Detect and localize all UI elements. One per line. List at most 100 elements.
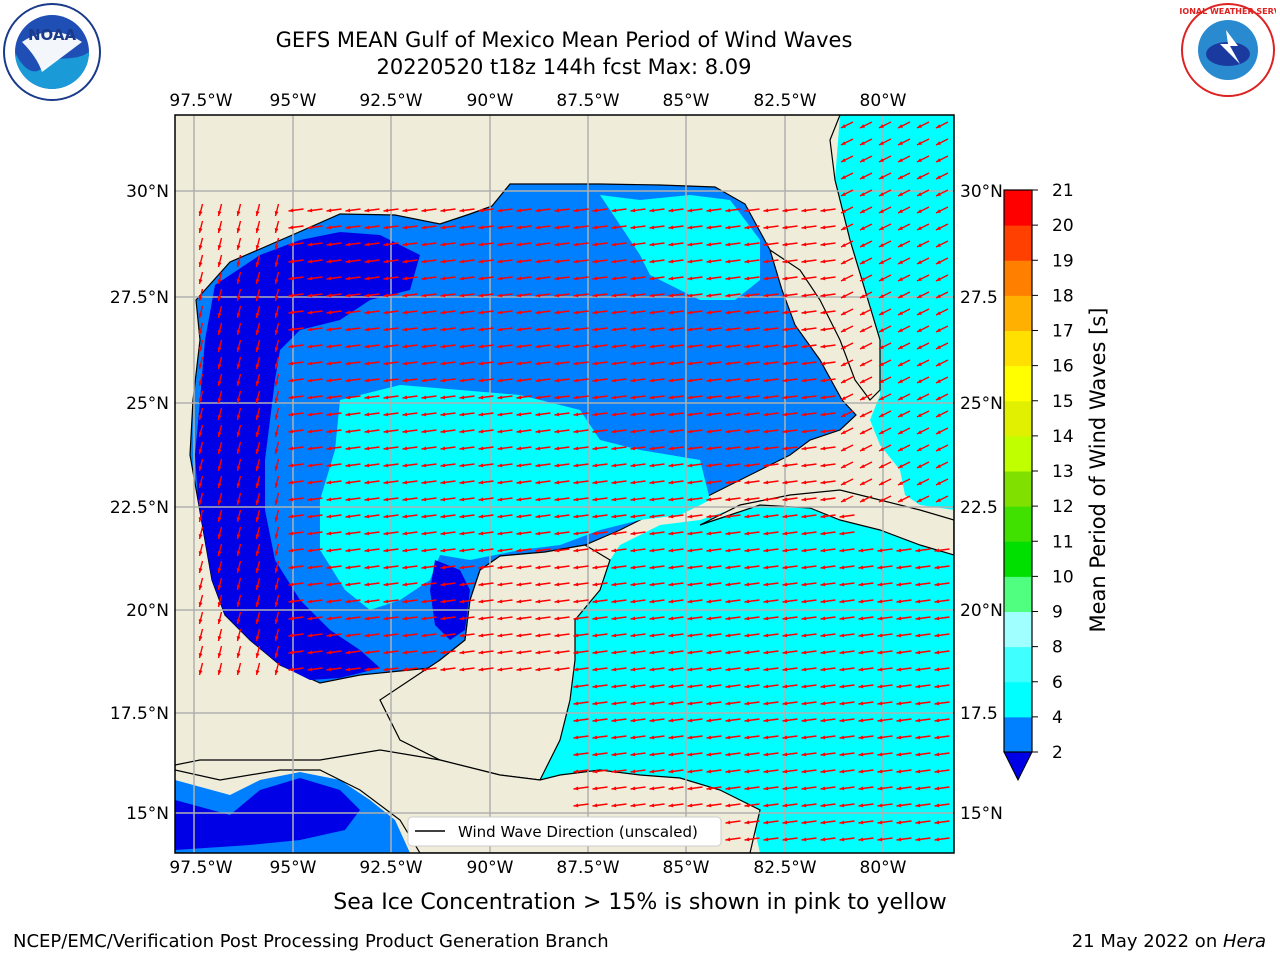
wave-direction-arrow bbox=[649, 378, 665, 383]
wave-direction-arrow bbox=[896, 701, 912, 706]
lat-label-left: 30°N bbox=[126, 182, 169, 202]
wave-direction-arrow bbox=[782, 701, 798, 706]
wave-direction-arrow bbox=[573, 616, 589, 621]
wave-direction-arrow bbox=[554, 480, 570, 485]
wave-direction-arrow bbox=[516, 225, 532, 230]
wave-direction-arrow bbox=[307, 463, 323, 468]
wave-direction-arrow bbox=[255, 628, 261, 642]
wave-direction-arrow bbox=[383, 378, 399, 383]
wave-direction-arrow bbox=[421, 480, 437, 485]
wave-direction-arrow bbox=[274, 611, 280, 625]
wave-direction-arrow bbox=[198, 492, 204, 506]
wave-direction-arrow bbox=[916, 206, 930, 214]
wave-direction-arrow bbox=[897, 206, 911, 214]
wave-direction-arrow bbox=[935, 495, 949, 503]
wave-direction-arrow bbox=[878, 495, 892, 503]
wave-direction-arrow bbox=[801, 344, 817, 349]
wave-direction-arrow bbox=[345, 412, 361, 417]
wave-direction-arrow bbox=[839, 514, 855, 519]
wave-direction-arrow bbox=[402, 463, 418, 468]
wave-direction-arrow bbox=[402, 344, 418, 349]
wave-direction-arrow bbox=[516, 565, 532, 570]
wave-direction-arrow bbox=[782, 446, 798, 451]
wave-direction-arrow bbox=[217, 305, 223, 319]
wave-direction-arrow bbox=[858, 599, 874, 604]
wave-direction-arrow bbox=[725, 786, 741, 791]
wave-direction-arrow bbox=[364, 361, 380, 366]
wave-direction-arrow bbox=[839, 548, 855, 553]
wave-direction-arrow bbox=[307, 667, 323, 672]
wave-direction-arrow bbox=[255, 458, 261, 472]
wave-direction-arrow bbox=[934, 786, 950, 791]
wave-direction-arrow bbox=[858, 752, 874, 757]
wave-direction-arrow bbox=[440, 497, 456, 502]
wave-direction-arrow bbox=[611, 446, 627, 451]
wave-direction-arrow bbox=[326, 293, 342, 298]
wave-direction-arrow bbox=[649, 718, 665, 723]
colorbar-tick-label: 17 bbox=[1052, 322, 1074, 342]
wave-direction-arrow bbox=[236, 339, 242, 353]
wave-direction-arrow bbox=[840, 121, 854, 129]
wave-direction-arrow bbox=[611, 225, 627, 230]
wave-direction-arrow bbox=[649, 361, 665, 366]
wave-direction-arrow bbox=[326, 276, 342, 281]
wave-direction-arrow bbox=[326, 633, 342, 638]
wave-direction-arrow bbox=[535, 412, 551, 417]
wave-direction-arrow bbox=[916, 342, 930, 350]
wave-direction-arrow bbox=[687, 208, 703, 213]
wave-direction-arrow bbox=[554, 242, 570, 247]
wave-direction-arrow bbox=[706, 633, 722, 638]
wave-direction-arrow bbox=[820, 208, 836, 213]
wave-direction-arrow bbox=[706, 650, 722, 655]
wave-direction-arrow bbox=[763, 293, 779, 298]
wave-direction-arrow bbox=[478, 497, 494, 502]
wave-direction-arrow bbox=[459, 446, 475, 451]
wave-direction-arrow bbox=[274, 458, 280, 472]
wave-direction-arrow bbox=[255, 509, 261, 523]
wave-direction-arrow bbox=[820, 293, 836, 298]
wave-direction-arrow bbox=[725, 310, 741, 315]
wave-direction-arrow bbox=[497, 429, 513, 434]
wave-direction-arrow bbox=[763, 259, 779, 264]
colorbar-segment bbox=[1004, 260, 1032, 296]
wave-direction-arrow bbox=[916, 325, 930, 333]
wave-direction-arrow bbox=[706, 344, 722, 349]
wave-direction-arrow bbox=[345, 650, 361, 655]
wave-direction-arrow bbox=[820, 837, 836, 842]
wave-direction-arrow bbox=[217, 356, 223, 370]
wave-direction-arrow bbox=[516, 293, 532, 298]
wave-direction-arrow bbox=[611, 684, 627, 689]
wave-direction-arrow bbox=[459, 429, 475, 434]
colorbar-tick-label: 6 bbox=[1052, 673, 1063, 693]
wave-direction-arrow bbox=[725, 293, 741, 298]
wave-direction-arrow bbox=[840, 291, 854, 299]
wave-direction-arrow bbox=[478, 378, 494, 383]
wave-direction-arrow bbox=[859, 189, 873, 197]
wave-direction-arrow bbox=[402, 395, 418, 400]
wave-direction-arrow bbox=[421, 293, 437, 298]
wave-direction-arrow bbox=[516, 599, 532, 604]
wave-direction-arrow bbox=[535, 242, 551, 247]
wave-direction-arrow bbox=[554, 616, 570, 621]
wave-direction-arrow bbox=[421, 514, 437, 519]
wave-direction-arrow bbox=[877, 616, 893, 621]
colorbar: 2 4 6 8 9 10 11 12 13 14 15 16 17 18 19 20 21 bbox=[1003, 181, 1074, 782]
wave-direction-arrow bbox=[326, 208, 342, 213]
wave-direction-arrow bbox=[345, 616, 361, 621]
wave-direction-arrow bbox=[364, 293, 380, 298]
wave-direction-arrow bbox=[573, 412, 589, 417]
wave-direction-arrow bbox=[649, 276, 665, 281]
wave-direction-arrow bbox=[274, 594, 280, 608]
wave-direction-arrow bbox=[478, 225, 494, 230]
wave-direction-arrow bbox=[820, 820, 836, 825]
wave-direction-arrow bbox=[915, 548, 931, 553]
wave-direction-arrow bbox=[782, 769, 798, 774]
wave-direction-arrow bbox=[839, 735, 855, 740]
wave-direction-arrow bbox=[516, 650, 532, 655]
wave-direction-arrow bbox=[859, 359, 873, 367]
lat-label-right: 20°N bbox=[960, 601, 1003, 621]
wave-direction-arrow bbox=[687, 769, 703, 774]
wave-direction-arrow bbox=[877, 820, 893, 825]
wave-direction-arrow bbox=[916, 240, 930, 248]
wave-direction-arrow bbox=[839, 718, 855, 723]
